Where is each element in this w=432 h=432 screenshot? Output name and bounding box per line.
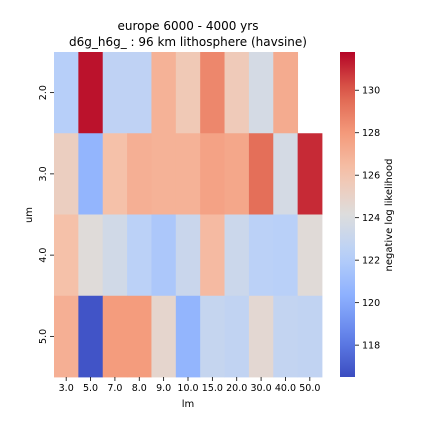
heatmap-cell [224, 52, 250, 134]
x-tick-label: 30.0 [251, 383, 272, 394]
heatmap-cell [102, 52, 128, 134]
heatmap-cell [200, 214, 225, 297]
heatmap-cell [78, 214, 104, 297]
x-tick-label: 9.0 [156, 383, 171, 394]
colorbar-label: negative log likelihood [384, 159, 395, 272]
heatmap-cell [273, 295, 299, 378]
heatmap-cell [224, 214, 250, 297]
heatmap-cell [273, 133, 299, 215]
heatmap-cell [248, 133, 274, 215]
colorbar-tick-label: 124 [362, 213, 380, 224]
x-tick-label: 3.0 [59, 383, 74, 394]
chart-subtitle: d6g_h6g_ : 96 km lithosphere (havsine) [69, 35, 307, 49]
heatmap-cell [297, 133, 323, 215]
heatmap-cell [175, 52, 201, 134]
heatmap-cell [127, 214, 152, 297]
y-tick-label: 3.0 [38, 166, 49, 181]
heatmap-cell [297, 214, 323, 297]
colorbar-tick-label: 118 [362, 341, 380, 352]
x-tick-label: 15.0 [202, 383, 223, 394]
x-tick-label: 10.0 [177, 383, 198, 394]
y-tick-label: 2.0 [38, 85, 49, 100]
heatmap-cell [248, 214, 274, 297]
heatmap-cell [54, 52, 79, 134]
heatmap-cell [224, 133, 250, 215]
heatmap-cell [297, 295, 323, 378]
heatmap-cell [151, 52, 177, 134]
heatmap-cell [175, 295, 201, 378]
colorbar-tick-label: 130 [362, 86, 380, 97]
x-tick-label: 7.0 [107, 383, 122, 394]
x-tick-label: 50.0 [299, 383, 320, 394]
heatmap-cell [54, 214, 79, 297]
y-tick-label: 4.0 [38, 248, 49, 263]
x-tick-label: 40.0 [275, 383, 296, 394]
x-tick-label: 20.0 [226, 383, 247, 394]
colorbar-gradient [340, 52, 355, 377]
heatmap-cell [78, 295, 104, 378]
heatmap-cell [175, 214, 201, 297]
heatmap-cell [54, 295, 79, 378]
heatmap-cell [151, 214, 177, 297]
heatmap-cell [127, 133, 152, 215]
heatmap-cell [273, 52, 299, 134]
heatmap-cell [248, 295, 274, 378]
heatmap-cell [224, 295, 250, 378]
y-axis-label: um [24, 207, 35, 223]
heatmap-cell [248, 52, 274, 134]
heatmap-cell [200, 295, 225, 378]
heatmap-cell [200, 52, 225, 134]
heatmap-cell [127, 52, 152, 134]
heatmap-cell [175, 133, 201, 215]
heatmap-cell [78, 133, 104, 215]
x-tick-label: 8.0 [132, 383, 147, 394]
heatmap-cell [102, 295, 128, 378]
colorbar-tick-label: 128 [362, 128, 380, 139]
heatmap-cell [151, 295, 177, 378]
heatmap-cell [127, 295, 152, 378]
colorbar-tick-label: 126 [362, 171, 380, 182]
heatmap-cell [54, 133, 79, 215]
colorbar-tick-label: 120 [362, 298, 380, 309]
chart-title: europe 6000 - 4000 yrs [118, 19, 259, 33]
heatmap-cell [102, 214, 128, 297]
heatmap-cell [273, 214, 299, 297]
heatmap-cell [151, 133, 177, 215]
x-tick-label: 5.0 [83, 383, 98, 394]
y-tick-label: 5.0 [38, 329, 49, 344]
x-axis: 3.0 5.0 7.0 8.0 9.0 10.0 15.0 20.0 30.0 40.0 50.0 [59, 377, 320, 394]
colorbar-tick-label: 122 [362, 256, 380, 267]
heatmap-cell [200, 133, 225, 215]
colorbar: 118 120 122 124 126 128 130 [340, 52, 380, 377]
y-axis: 2.0 3.0 4.0 5.0 [38, 85, 54, 344]
heatmap-cells [54, 52, 323, 378]
heatmap-cell [78, 52, 104, 134]
heatmap-cell [102, 133, 128, 215]
x-axis-label: lm [182, 399, 195, 410]
